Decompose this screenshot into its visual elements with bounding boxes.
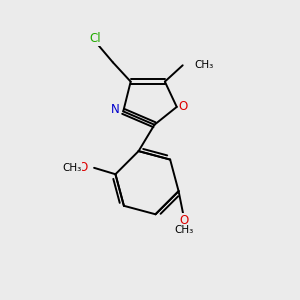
Text: CH₃: CH₃ [175, 225, 194, 235]
Text: CH₃: CH₃ [62, 163, 81, 173]
Text: Cl: Cl [89, 32, 101, 45]
Text: O: O [79, 161, 88, 174]
Text: N: N [111, 103, 119, 116]
Text: O: O [180, 214, 189, 227]
Text: O: O [179, 100, 188, 113]
Text: CH₃: CH₃ [194, 60, 213, 70]
